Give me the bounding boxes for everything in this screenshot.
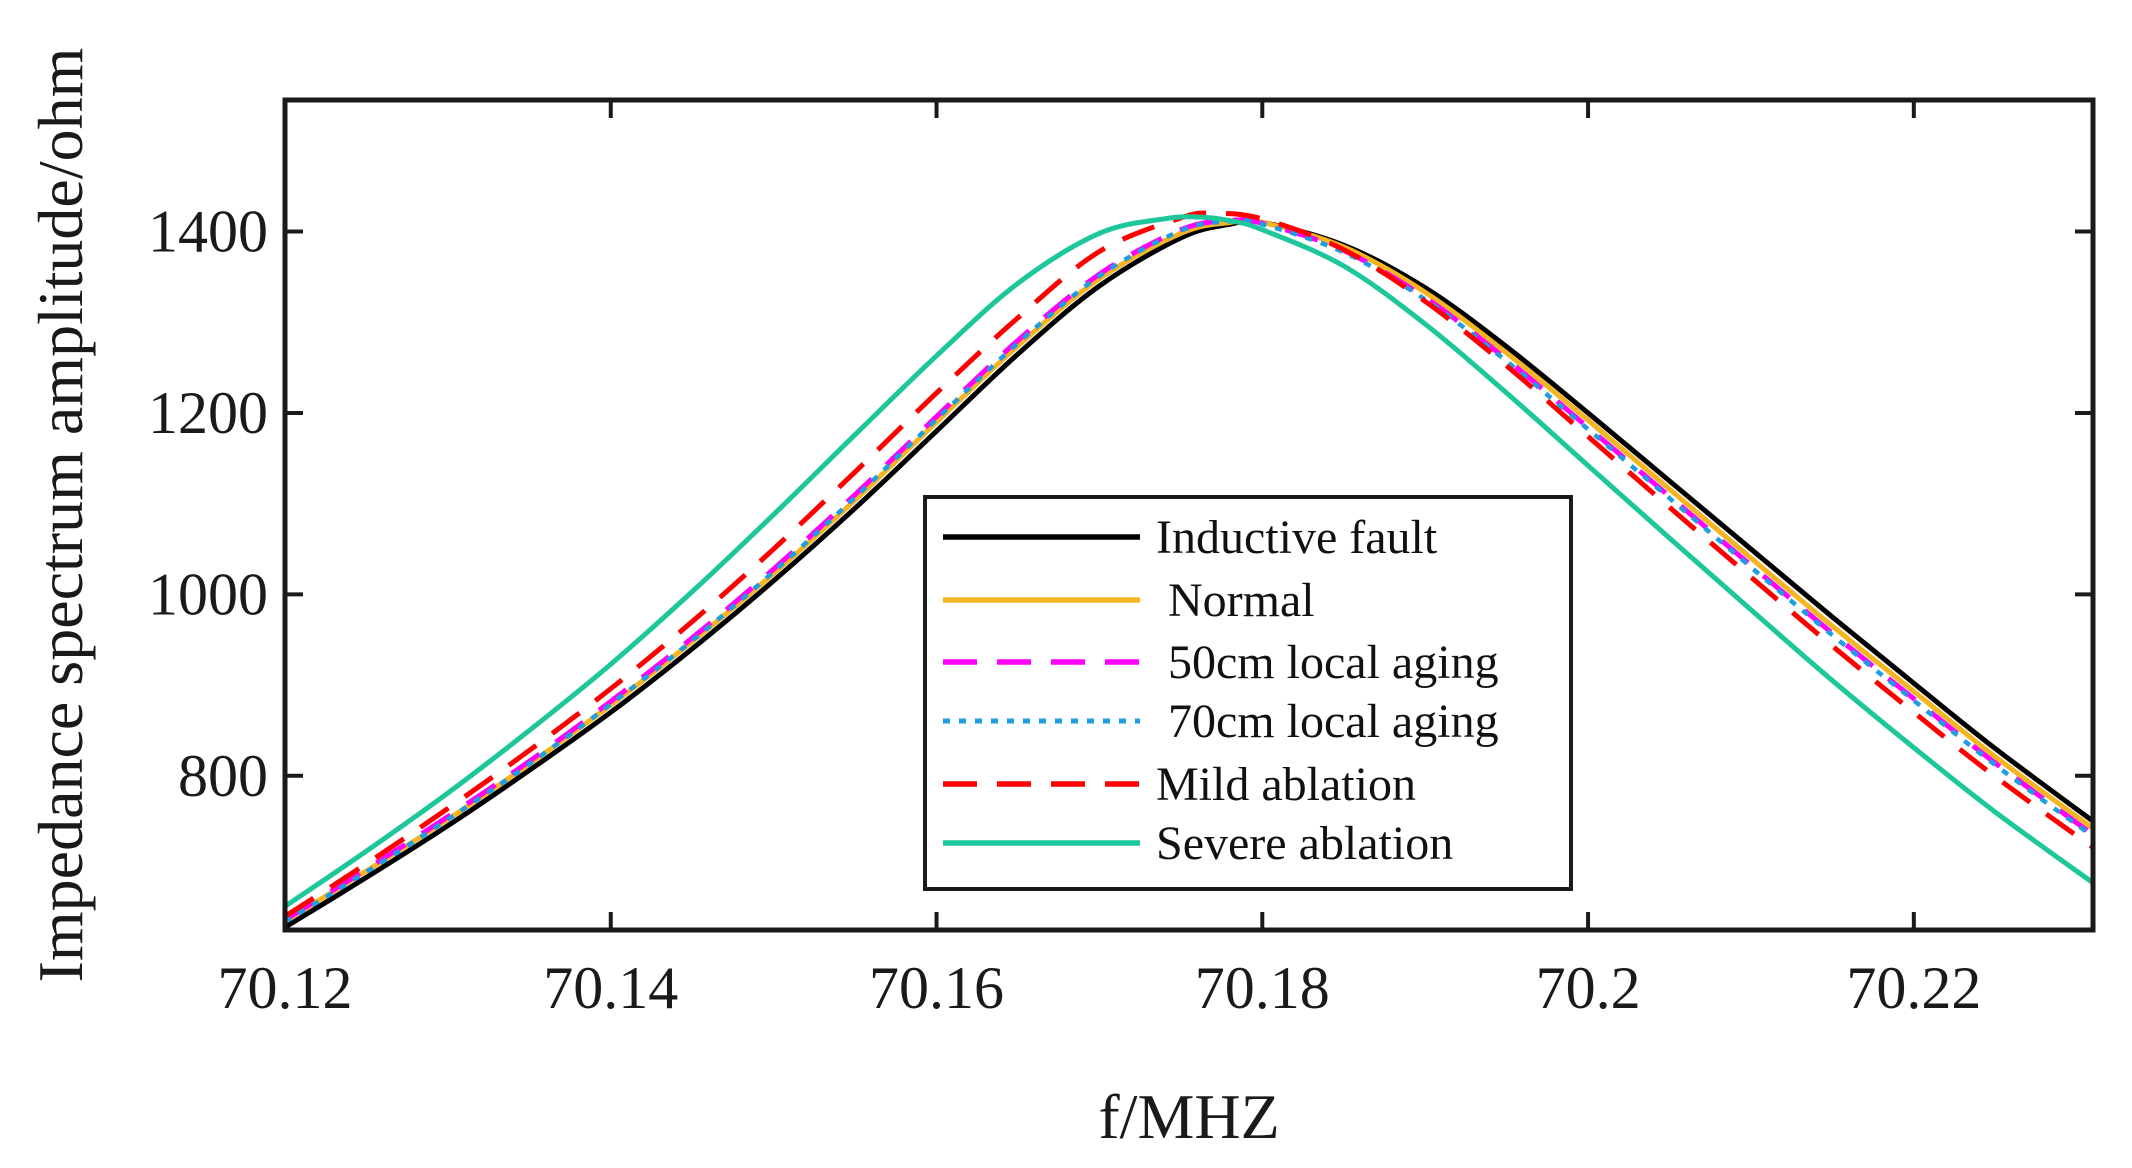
series-line-5 — [285, 210, 2093, 919]
legend-label-2: Normal — [1156, 574, 1315, 627]
y-axis-label: Impedance spectrum amplitude/ohm — [25, 48, 96, 983]
series-layer — [285, 210, 2093, 930]
x-tick-label: 70.12 — [218, 955, 353, 1021]
y-tick-label: 1200 — [148, 380, 268, 446]
x-tick-label: 70.22 — [1846, 955, 1981, 1021]
tick-layer: 70.12 70.14 70.16 70.18 70.2 70.22 800 1000 1200… — [148, 100, 2093, 1021]
legend-label-4: 70cm local aging — [1156, 695, 1499, 748]
x-tick-label: 70.18 — [1195, 955, 1330, 1021]
legend-label-6: Severe ablation — [1156, 817, 1453, 870]
legend-label-3: 50cm local aging — [1156, 636, 1499, 689]
x-axis-label: f/MHZ — [1098, 1081, 1279, 1152]
series-line-1 — [285, 218, 2093, 930]
series-line-2 — [285, 217, 2093, 924]
y-tick-label: 1400 — [148, 199, 268, 265]
legend: Inductive fault Normal 50cm local aging … — [923, 495, 1573, 891]
plot-frame — [282, 97, 2096, 933]
series-line-6 — [285, 214, 2093, 909]
x-tick-label: 70.14 — [543, 955, 678, 1021]
legend-label-1: Inductive fault — [1156, 511, 1438, 564]
x-tick-label: 70.16 — [869, 955, 1004, 1021]
x-tick-label: 70.2 — [1536, 955, 1641, 1021]
y-tick-label: 800 — [178, 743, 268, 809]
y-tick-label: 1000 — [148, 561, 268, 627]
series-line-4 — [285, 218, 2093, 924]
legend-label-5: Mild ablation — [1156, 758, 1416, 811]
legend-items: Inductive fault Normal 50cm local aging … — [943, 511, 1499, 870]
legend-box — [923, 495, 1573, 891]
